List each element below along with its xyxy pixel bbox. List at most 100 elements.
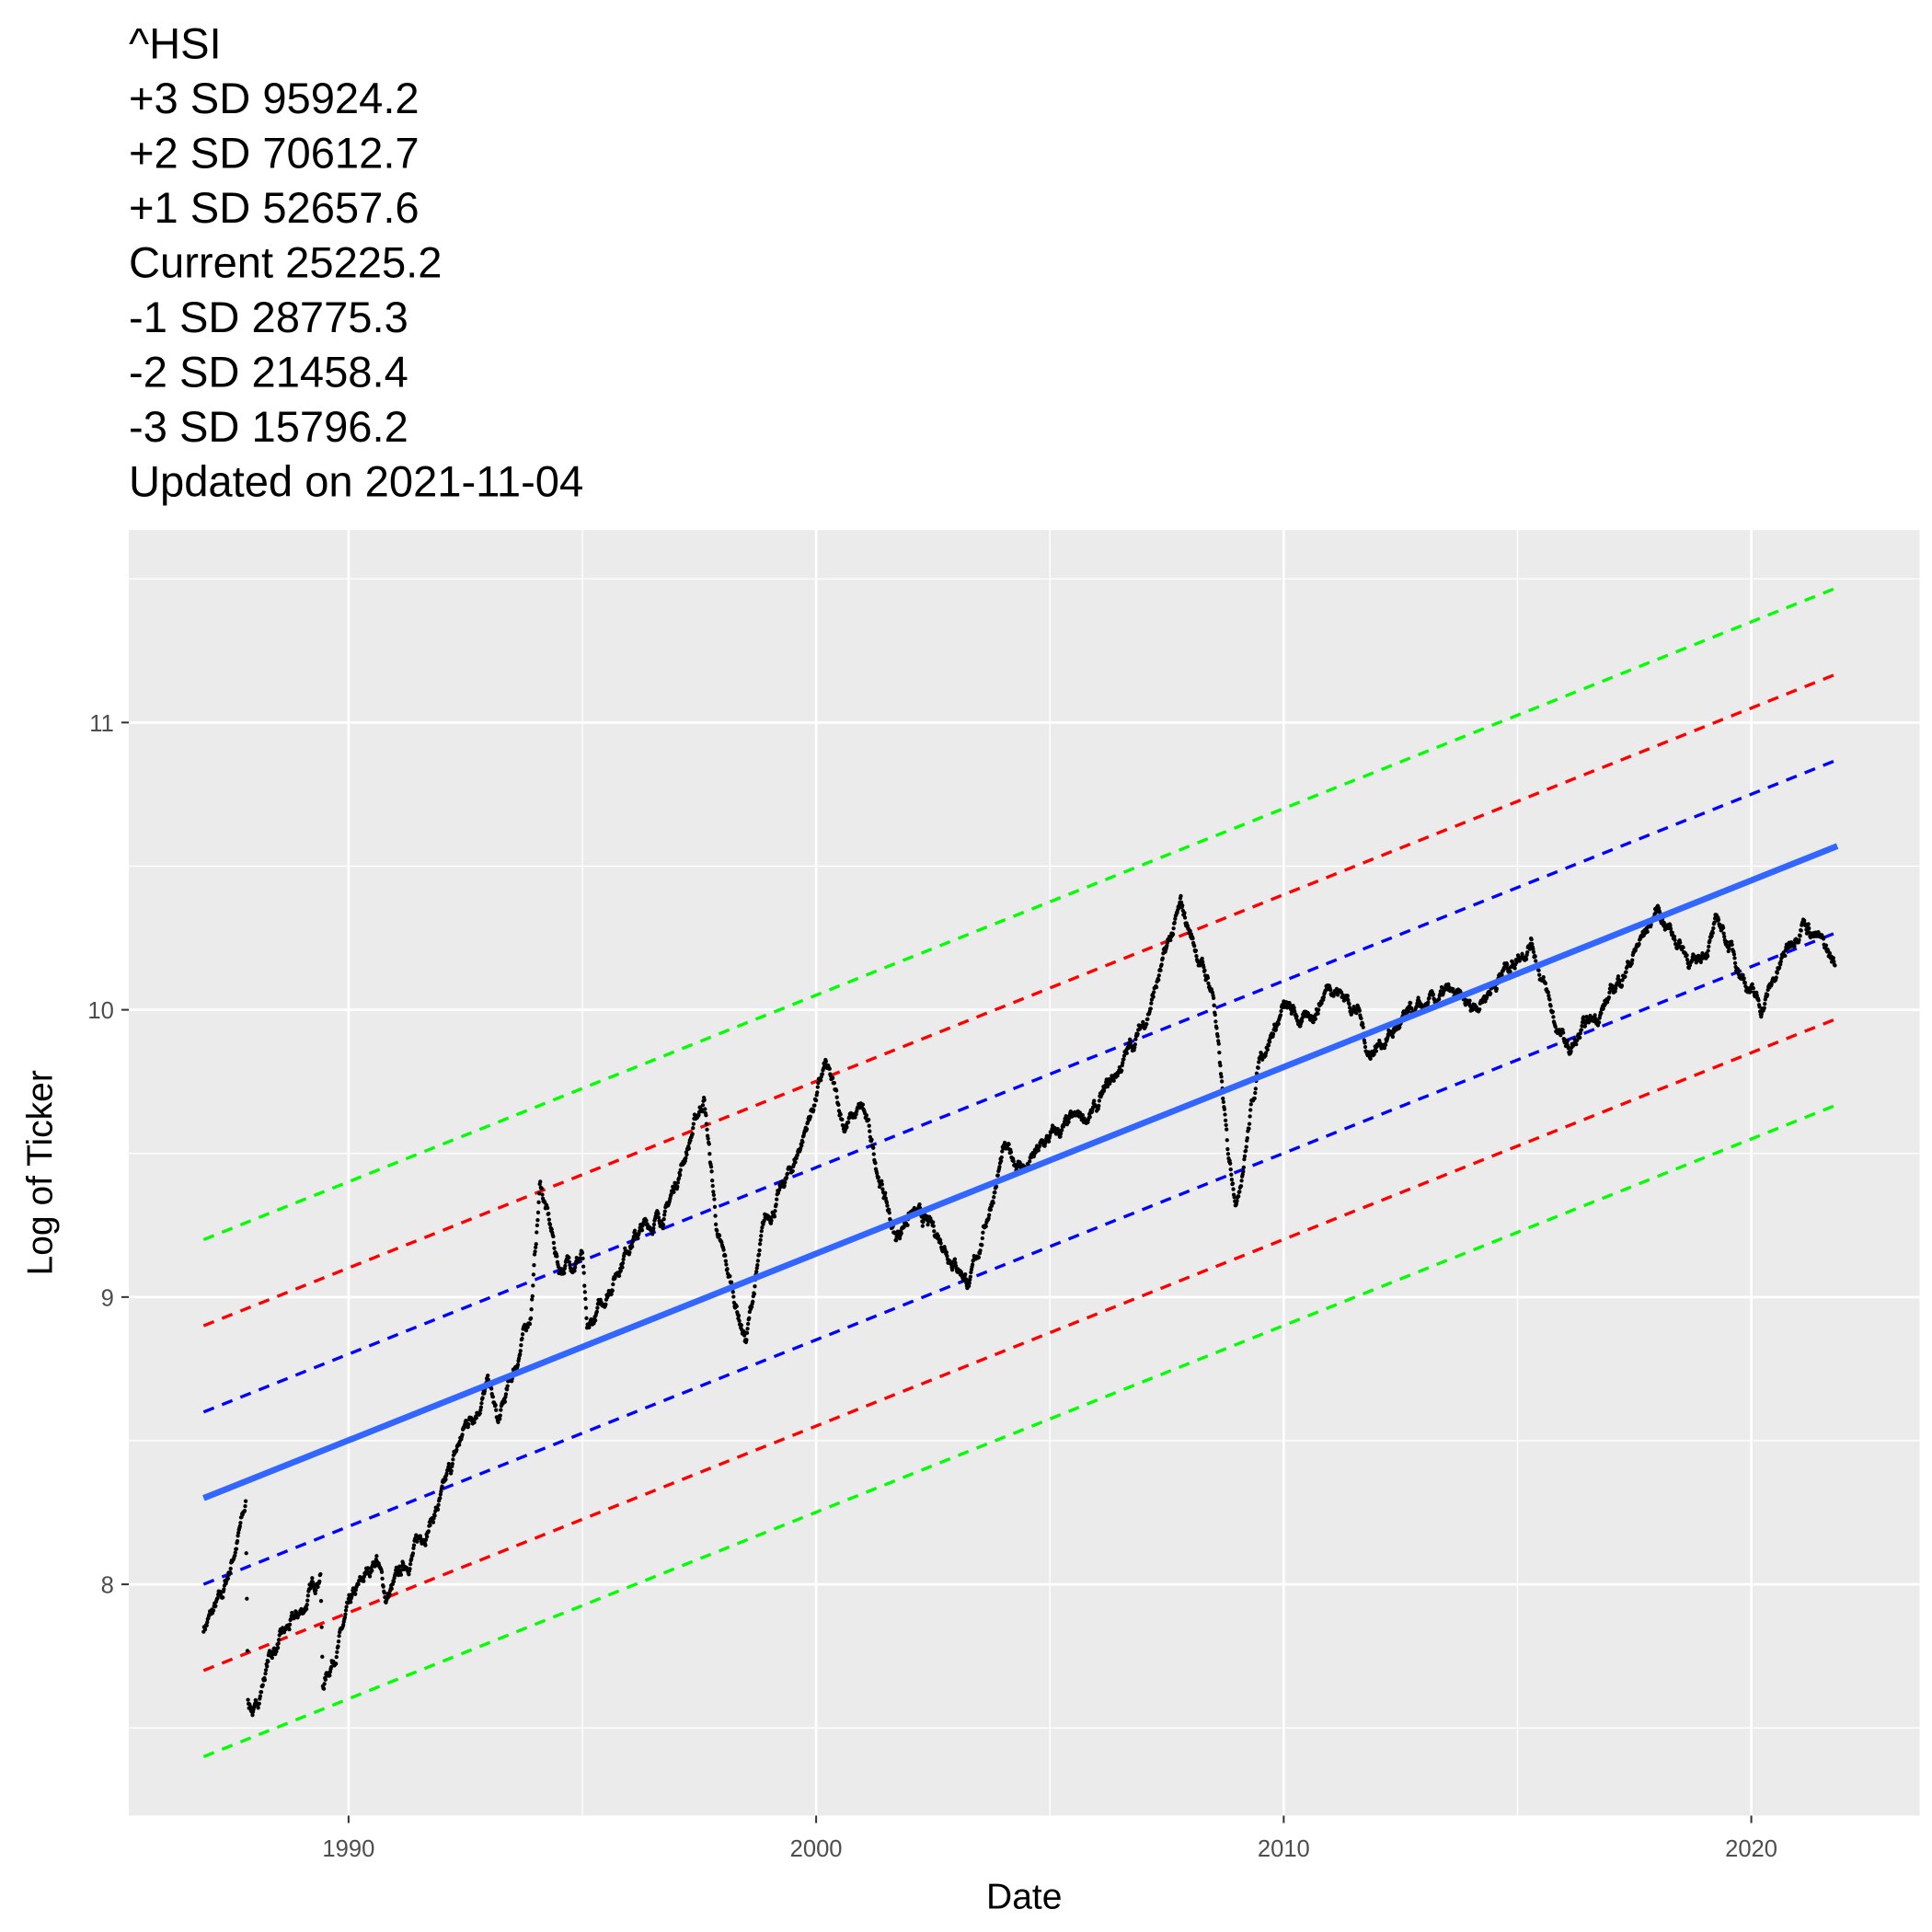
y-tick-label: 8 (101, 1573, 114, 1599)
data-point (594, 1309, 599, 1314)
data-point (1799, 928, 1803, 933)
data-point (535, 1210, 541, 1215)
data-point (609, 1292, 614, 1296)
data-point (343, 1608, 349, 1613)
data-point (1211, 995, 1216, 1000)
data-point (725, 1267, 730, 1271)
data-point (539, 1186, 545, 1191)
data-point (322, 1682, 327, 1686)
data-point (800, 1140, 805, 1144)
data-point (651, 1222, 657, 1227)
data-point (581, 1271, 586, 1275)
data-point (721, 1248, 726, 1252)
data-point (307, 1586, 313, 1591)
data-point (661, 1225, 665, 1231)
data-point (1668, 926, 1673, 931)
data-point (317, 1579, 322, 1584)
data-point (980, 1243, 984, 1248)
data-point (745, 1321, 751, 1327)
data-point (1037, 1144, 1042, 1148)
data-point (321, 1686, 327, 1691)
data-point (535, 1223, 540, 1228)
data-point (532, 1263, 536, 1268)
data-point (832, 1080, 837, 1086)
data-point (968, 1277, 972, 1282)
data-point (263, 1671, 268, 1676)
data-point (503, 1392, 509, 1397)
data-point (1149, 1001, 1154, 1006)
data-point (494, 1408, 499, 1412)
data-point (1156, 977, 1161, 983)
data-point (978, 1248, 983, 1253)
data-point (1347, 1006, 1352, 1010)
data-point (871, 1145, 876, 1150)
data-point (1182, 915, 1188, 920)
data-point (1706, 949, 1710, 953)
data-point (1494, 986, 1500, 991)
data-point (451, 1457, 455, 1462)
data-point (1299, 1018, 1305, 1024)
data-point (621, 1257, 626, 1262)
data-point (490, 1395, 496, 1399)
data-point (423, 1543, 428, 1547)
data-point (1217, 1050, 1222, 1055)
data-point (795, 1153, 799, 1157)
data-point (620, 1260, 626, 1266)
data-point (708, 1165, 714, 1169)
data-point (1133, 1042, 1137, 1047)
data-point (1685, 953, 1689, 958)
data-point (1593, 1013, 1597, 1018)
data-point (1230, 1181, 1236, 1186)
data-point (1293, 1008, 1297, 1014)
data-point (1225, 1146, 1230, 1152)
data-point (1173, 916, 1178, 921)
data-point (381, 1584, 385, 1589)
data-point (1225, 1138, 1229, 1143)
data-point (815, 1085, 820, 1089)
data-point (1823, 943, 1829, 948)
data-point (250, 1713, 255, 1718)
title-line: ^HSI (129, 18, 222, 67)
data-point (1273, 1028, 1279, 1032)
data-point (1232, 1195, 1236, 1200)
data-point (535, 1218, 540, 1223)
data-point (555, 1254, 559, 1259)
data-point (736, 1313, 742, 1318)
data-point (328, 1664, 334, 1670)
data-point (1537, 972, 1542, 977)
data-point (1219, 1075, 1224, 1079)
data-point (1707, 944, 1711, 949)
data-point (1213, 1019, 1218, 1024)
data-point (1729, 939, 1734, 944)
data-point (1248, 1108, 1253, 1112)
data-point (334, 1654, 339, 1660)
data-point (1028, 1159, 1032, 1164)
sd-band-line (202, 758, 1838, 1414)
data-point (530, 1294, 535, 1299)
data-point (534, 1242, 538, 1247)
data-point (986, 1216, 991, 1221)
data-point (1672, 935, 1677, 939)
data-point (222, 1587, 226, 1592)
data-point (227, 1570, 233, 1575)
data-point (215, 1595, 220, 1601)
data-point (1206, 981, 1211, 986)
data-point (1235, 1199, 1239, 1203)
data-point (1363, 1044, 1368, 1050)
data-point (808, 1114, 813, 1119)
data-point (1750, 982, 1754, 986)
data-point (254, 1698, 259, 1704)
data-point (382, 1591, 386, 1595)
data-point (1092, 1098, 1097, 1103)
data-point (949, 1268, 955, 1272)
data-point (316, 1584, 320, 1589)
data-point (636, 1236, 640, 1241)
data-point (1328, 988, 1333, 993)
data-point (233, 1550, 237, 1555)
data-point (1783, 953, 1788, 959)
data-point (1560, 1030, 1566, 1035)
data-point (813, 1098, 819, 1103)
data-point (344, 1604, 349, 1609)
data-point (1754, 993, 1759, 998)
data-point (742, 1329, 746, 1334)
